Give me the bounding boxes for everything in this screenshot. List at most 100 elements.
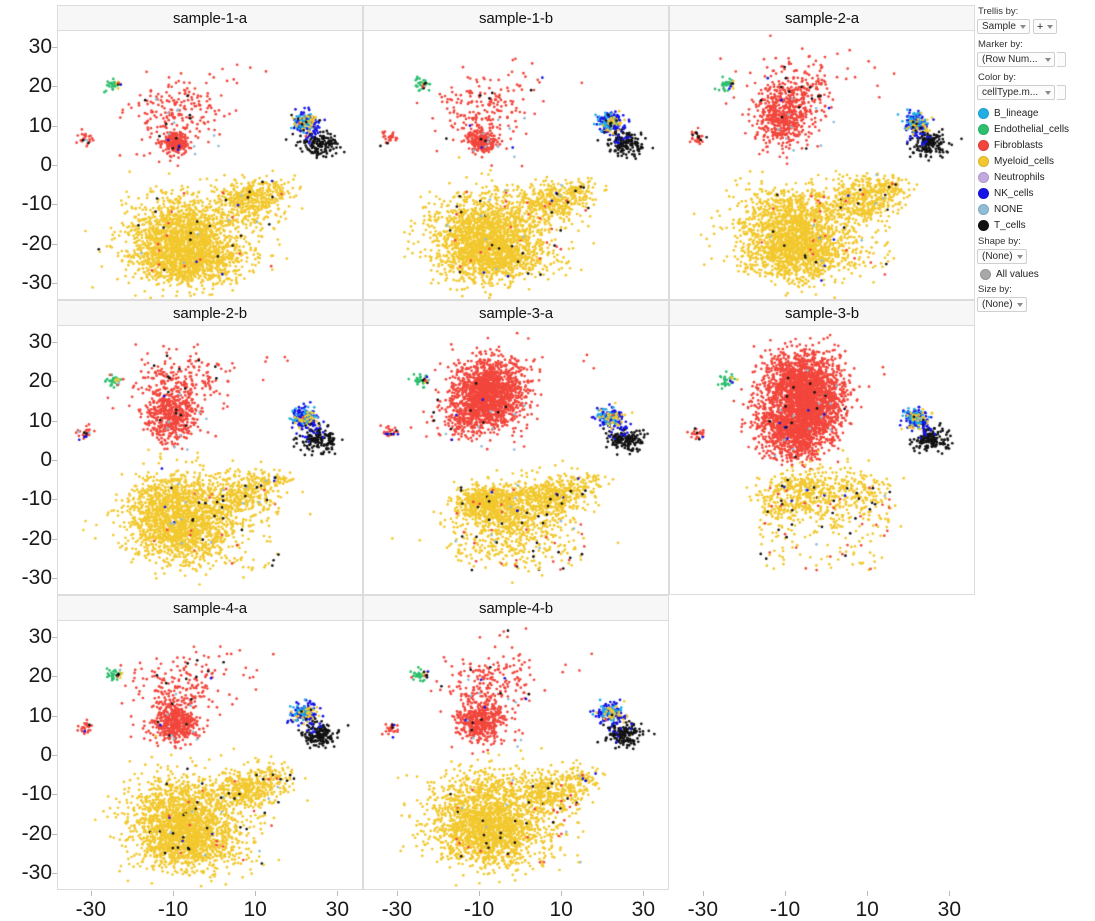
color-by-dropdown[interactable]: cellType.m... <box>977 85 1055 100</box>
chevron-down-icon <box>1047 24 1054 29</box>
trellis-panel[interactable]: sample-4-b <box>363 595 669 890</box>
color-by-overflow[interactable] <box>1057 85 1066 100</box>
scatter-canvas <box>58 31 362 299</box>
y-axis-tick-mark <box>52 341 57 343</box>
x-axis-tick-mark <box>702 891 704 896</box>
size-by-row: (None) <box>977 297 1095 312</box>
y-axis-tick-mark <box>52 165 57 166</box>
marker-by-value: (Row Num... <box>982 54 1038 65</box>
marker-by-row: (Row Num... <box>977 52 1095 67</box>
trellis-add-button[interactable]: + <box>1032 19 1058 34</box>
trellis-panel[interactable]: sample-2-b <box>57 300 363 595</box>
y-axis-tick-mark <box>52 538 57 540</box>
y-axis-tick-label: 10 <box>28 113 52 137</box>
marker-by-label: Marker by: <box>978 39 1023 50</box>
x-axis-tick-label: 30 <box>325 898 350 921</box>
x-axis-tick-mark <box>949 891 951 896</box>
x-axis-tick-label: -10 <box>769 898 801 921</box>
marker-by-dropdown[interactable]: (Row Num... <box>977 52 1055 67</box>
y-axis-tick-mark <box>52 46 57 48</box>
scatter-canvas <box>58 326 362 594</box>
y-axis-tick-mark <box>52 499 57 501</box>
y-axis-tick-mark <box>52 873 57 875</box>
y-axis-tick-label: 20 <box>28 664 52 688</box>
legend-swatch-icon <box>978 203 989 215</box>
panel-plot-body[interactable] <box>669 30 975 300</box>
legend-item[interactable]: Fibroblasts <box>978 137 1095 153</box>
panel-title: sample-3-b <box>784 304 860 322</box>
color-by-label: Color by: <box>978 72 1017 83</box>
plus-icon: + <box>1036 20 1044 33</box>
y-axis-tick-label: 30 <box>28 624 52 648</box>
y-axis-tick-label: 30 <box>28 329 52 353</box>
x-axis-tick-label: 10 <box>549 898 573 921</box>
legend-label: NONE <box>994 203 1023 215</box>
y-axis-tick-label: 0 <box>40 743 52 766</box>
y-axis-tick-label: 20 <box>28 369 52 393</box>
trellis-panel[interactable]: sample-3-b <box>669 300 975 595</box>
y-axis-tick-label: 0 <box>40 153 52 176</box>
panel-plot-body[interactable] <box>57 620 363 890</box>
legend-item[interactable]: Endothelial_cells <box>978 121 1095 137</box>
trellis-panel[interactable]: sample-4-a <box>57 595 363 890</box>
y-axis-tick-label: -20 <box>21 526 52 550</box>
trellis-panel[interactable]: sample-2-a <box>669 5 975 300</box>
legend-label: NK_cells <box>994 187 1034 199</box>
panel-plot-body[interactable] <box>669 325 975 595</box>
panel-header: sample-4-a <box>57 595 363 620</box>
y-axis-tick-label: 30 <box>28 34 52 58</box>
trellis-panel[interactable]: sample-1-b <box>363 5 669 300</box>
legend-item[interactable]: T_cells <box>978 217 1095 233</box>
panel-header: sample-4-b <box>363 595 669 620</box>
trellis-panel[interactable]: sample-1-a <box>57 5 363 300</box>
panel-title: sample-4-b <box>478 599 554 617</box>
panel-plot-body[interactable] <box>57 30 363 300</box>
y-axis-tick-label: 20 <box>28 74 52 98</box>
chevron-down-icon <box>1045 57 1051 62</box>
panel-plot-body[interactable] <box>57 325 363 595</box>
panel-plot-body[interactable] <box>363 620 669 890</box>
x-axis-tick-label: -10 <box>463 898 495 921</box>
y-axis-tick-mark <box>52 204 57 206</box>
x-axis-tick-label: -30 <box>687 898 719 921</box>
panel-title: sample-1-b <box>478 9 554 27</box>
scatter-canvas <box>364 31 668 299</box>
color-legend: B_lineage Endothelial_cells Fibroblasts Mye… <box>978 105 1095 233</box>
color-by-row: cellType.m... <box>977 85 1095 100</box>
legend-swatch-icon <box>978 219 989 231</box>
y-axis-tick-label: -10 <box>21 782 52 806</box>
shape-by-value: (None) <box>982 251 1013 262</box>
trellis-plot-area: sample-1-a sample-1-b sample-2-a sample-2-b… <box>21 5 975 921</box>
legend-item[interactable]: NK_cells <box>978 185 1095 201</box>
legend-item[interactable]: Neutrophils <box>978 169 1095 185</box>
legend-item[interactable]: Myeloid_cells <box>978 153 1095 169</box>
all-values-legend-item: All values <box>980 269 1095 280</box>
scatter-canvas <box>670 31 974 299</box>
x-axis-tick-mark <box>867 891 869 896</box>
x-axis-tick-mark <box>173 891 175 896</box>
size-by-dropdown[interactable]: (None) <box>977 297 1027 312</box>
y-axis-tick-mark <box>52 833 57 835</box>
legend-label: B_lineage <box>994 107 1039 119</box>
all-values-label: All values <box>996 269 1039 280</box>
trellis-panel[interactable]: sample-3-a <box>363 300 669 595</box>
panel-plot-body[interactable] <box>363 30 669 300</box>
color-by-value: cellType.m... <box>982 87 1039 98</box>
legend-item[interactable]: NONE <box>978 201 1095 217</box>
y-axis-tick-mark <box>52 578 57 580</box>
scatter-canvas <box>364 326 668 594</box>
y-axis-tick-mark <box>52 460 57 461</box>
panel-plot-body[interactable] <box>363 325 669 595</box>
marker-by-overflow[interactable] <box>1057 52 1066 67</box>
trellis-by-label: Trellis by: <box>978 6 1019 17</box>
y-axis-tick-mark <box>52 125 57 127</box>
legend-item[interactable]: B_lineage <box>978 105 1095 121</box>
x-axis-tick-mark <box>643 891 645 896</box>
shape-by-dropdown[interactable]: (None) <box>977 249 1027 264</box>
panel-header: sample-2-a <box>669 5 975 30</box>
y-axis-tick-mark <box>52 420 57 422</box>
y-axis-tick-mark <box>52 755 57 756</box>
chevron-down-icon <box>1045 90 1051 95</box>
trellis-by-dropdown[interactable]: Sample <box>977 19 1030 34</box>
